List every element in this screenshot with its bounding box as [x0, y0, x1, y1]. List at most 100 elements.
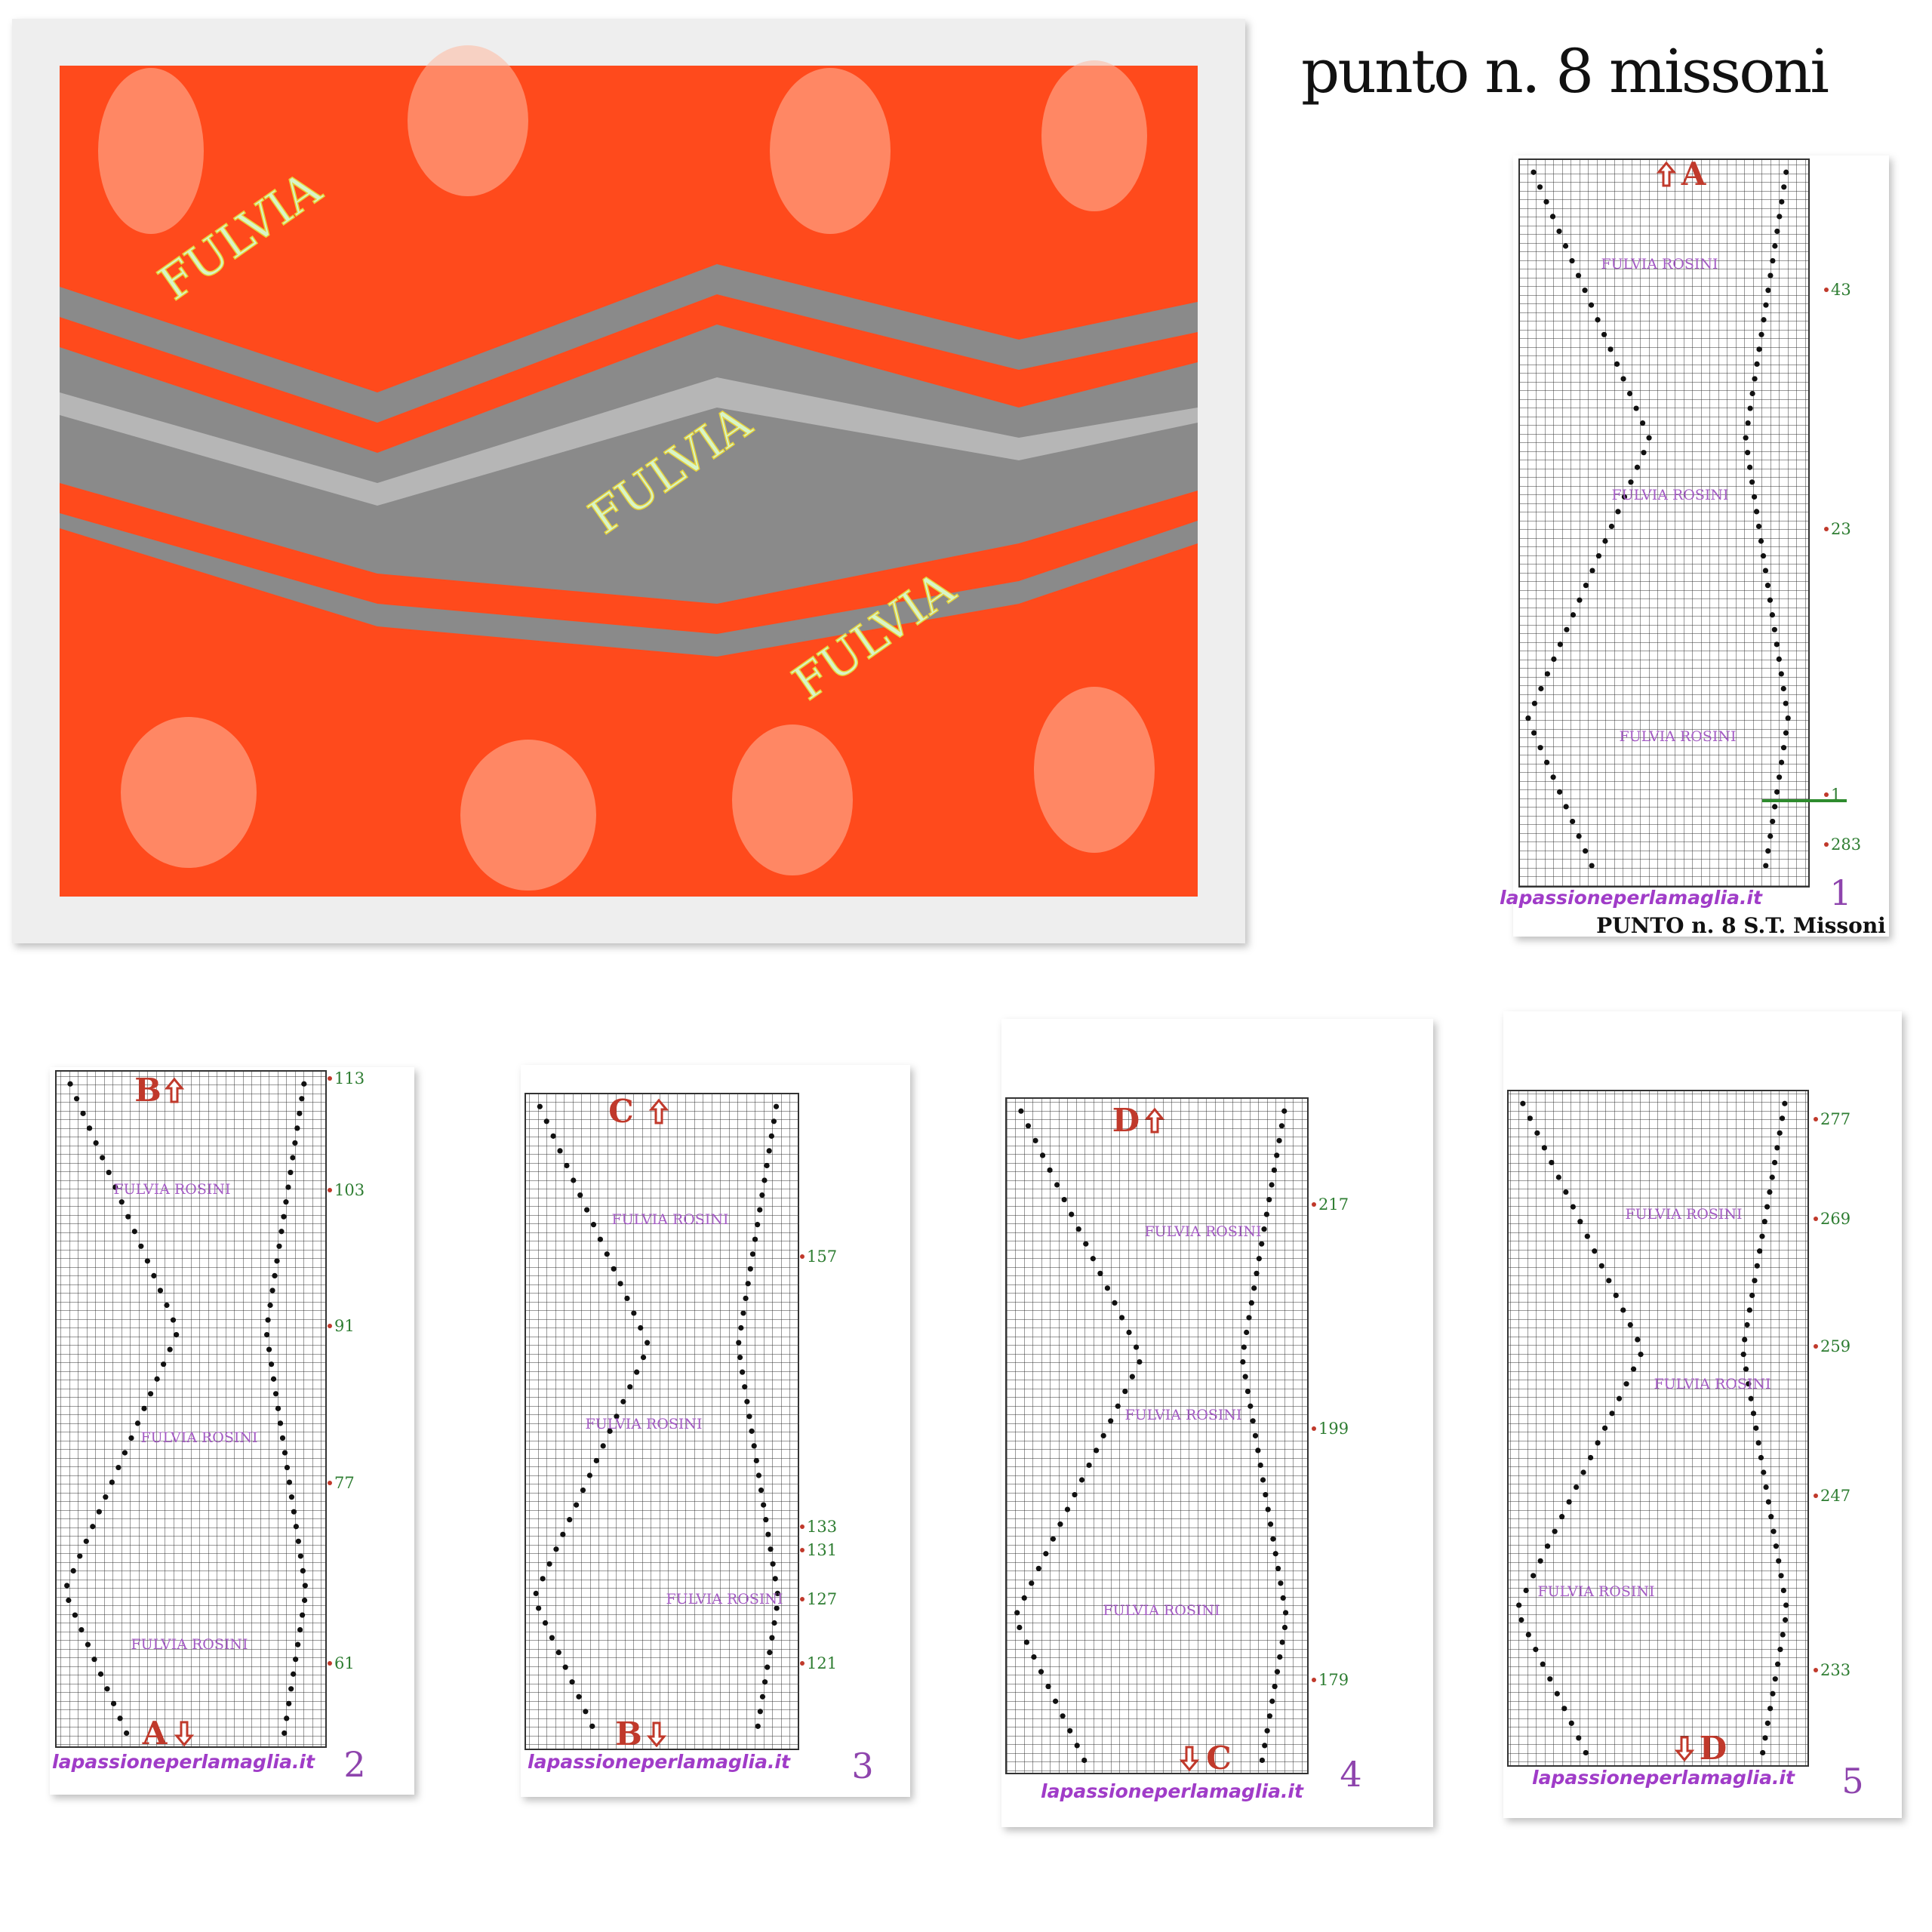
stitch-dot: [1550, 774, 1556, 780]
stitch-dot: [1635, 1337, 1641, 1343]
stitch-dot: [117, 1715, 123, 1721]
stitch-dot: [106, 1169, 112, 1176]
stitch-dot: [1765, 848, 1771, 854]
stitch-dot: [569, 1679, 575, 1685]
stitch-dot: [743, 1295, 749, 1301]
stitch-dot: [1278, 1123, 1285, 1129]
stitch-dot: [593, 1457, 599, 1464]
stitch-dot: [1745, 450, 1751, 456]
stitch-dot: [759, 1694, 766, 1700]
stitch-dot: [1589, 568, 1595, 574]
stitch-dot: [537, 1103, 543, 1109]
stitch-dot: [1552, 1528, 1558, 1534]
stitch-dot: [772, 1576, 778, 1582]
stitch-dot: [1780, 1632, 1786, 1638]
stitch-dot: [1776, 1558, 1782, 1564]
stitch-dot: [550, 1133, 556, 1139]
arrow-up: [648, 1098, 669, 1124]
stitch-dot: [607, 1428, 613, 1434]
stitch-dot: [562, 1664, 568, 1670]
stitch-dot: [1039, 1152, 1046, 1158]
row-dot: [1824, 288, 1829, 292]
row-number: 259: [1820, 1337, 1850, 1355]
stitch-dot: [765, 1531, 771, 1537]
stitch-dot: [761, 1502, 767, 1508]
stitch-dot: [1260, 1477, 1266, 1483]
stitch-dot: [634, 1369, 640, 1375]
stitch-dot: [141, 1405, 147, 1411]
stitch-dot: [91, 1657, 97, 1663]
stitch-dot: [1609, 1411, 1615, 1417]
stitch-dot: [1086, 1462, 1092, 1469]
stitch-dot: [64, 1583, 70, 1589]
stitch-dot: [290, 1155, 296, 1161]
stitch-dot: [1240, 1359, 1246, 1365]
chart-watermark: FULVIA ROSINI: [1654, 1376, 1770, 1392]
stitch-dot: [1754, 361, 1760, 367]
stitch-dot: [1251, 1285, 1257, 1291]
stitch-dot: [154, 1376, 160, 1382]
row-dot: [1814, 1668, 1818, 1672]
stitch-dot: [85, 1641, 91, 1647]
stitch-dot: [1577, 597, 1583, 603]
stitch-dot: [1774, 228, 1780, 235]
stitch-dot: [586, 1472, 593, 1478]
stitch-dot: [1614, 361, 1620, 367]
stitch-dot: [281, 1730, 288, 1737]
stitch-dot: [1531, 1573, 1537, 1579]
stitch-dot: [1097, 1270, 1103, 1276]
stitch-dot: [1244, 1329, 1250, 1336]
stitch-dot: [1749, 1292, 1755, 1298]
stitch-dot: [1774, 789, 1780, 795]
row-number: 61: [334, 1654, 355, 1672]
stitch-dot: [1777, 774, 1783, 780]
stitch-dot: [1615, 509, 1621, 515]
stitch-dot: [1534, 1130, 1540, 1136]
stitch-dot: [1580, 1469, 1586, 1475]
stitch-dot: [757, 1709, 763, 1715]
stitch-dot: [1576, 833, 1582, 839]
stitch-dot: [1523, 1587, 1529, 1593]
stitch-dot: [1115, 1403, 1121, 1409]
stitch-dot: [1770, 1690, 1776, 1697]
stitch-dot: [1639, 420, 1646, 426]
stitch-dot: [1570, 818, 1576, 825]
stitch-dot: [1038, 1669, 1044, 1675]
stitch-dot: [1576, 1735, 1582, 1741]
stitch-dot: [1265, 1506, 1271, 1512]
stitch-dot: [70, 1567, 76, 1574]
stitch-dot: [737, 1355, 743, 1361]
stitch-dot: [1641, 450, 1647, 456]
stitch-dot: [1749, 390, 1755, 397]
stitch-dot: [580, 1487, 586, 1494]
stitch-dot: [583, 1207, 590, 1213]
stitch-dot: [67, 1081, 73, 1087]
stitch-dot: [770, 1561, 776, 1567]
knit-photo: [60, 45, 1198, 897]
stitch-dot: [1783, 169, 1789, 175]
row-dot: [328, 1661, 332, 1666]
stitch-dot: [1744, 1321, 1750, 1328]
stitch-dot: [1282, 1610, 1289, 1616]
stitch-dot: [1570, 1204, 1576, 1210]
stitch-dot: [571, 1177, 577, 1183]
stitch-dot: [269, 1287, 275, 1294]
stitch-dot: [268, 1361, 275, 1367]
row-dot: [1312, 1678, 1316, 1682]
stitch-dot: [1779, 198, 1785, 205]
stitch-dot: [109, 1479, 115, 1485]
stitch-dot: [1761, 1469, 1767, 1475]
stitch-dot: [1278, 1580, 1284, 1586]
stitch-dot: [1783, 700, 1789, 706]
stitch-dot: [540, 1576, 546, 1582]
stitch-dot: [574, 1502, 580, 1508]
row-number: 247: [1820, 1487, 1850, 1505]
stitch-dot: [1540, 1661, 1546, 1667]
stitch-dot: [1035, 1565, 1041, 1571]
chart-watermark: FULVIA ROSINI: [1611, 487, 1728, 503]
stitch-dot: [1057, 1521, 1063, 1527]
stitch-dot: [761, 1177, 768, 1183]
stitch-dot: [297, 1627, 303, 1633]
stitch-dot: [1777, 1647, 1783, 1653]
